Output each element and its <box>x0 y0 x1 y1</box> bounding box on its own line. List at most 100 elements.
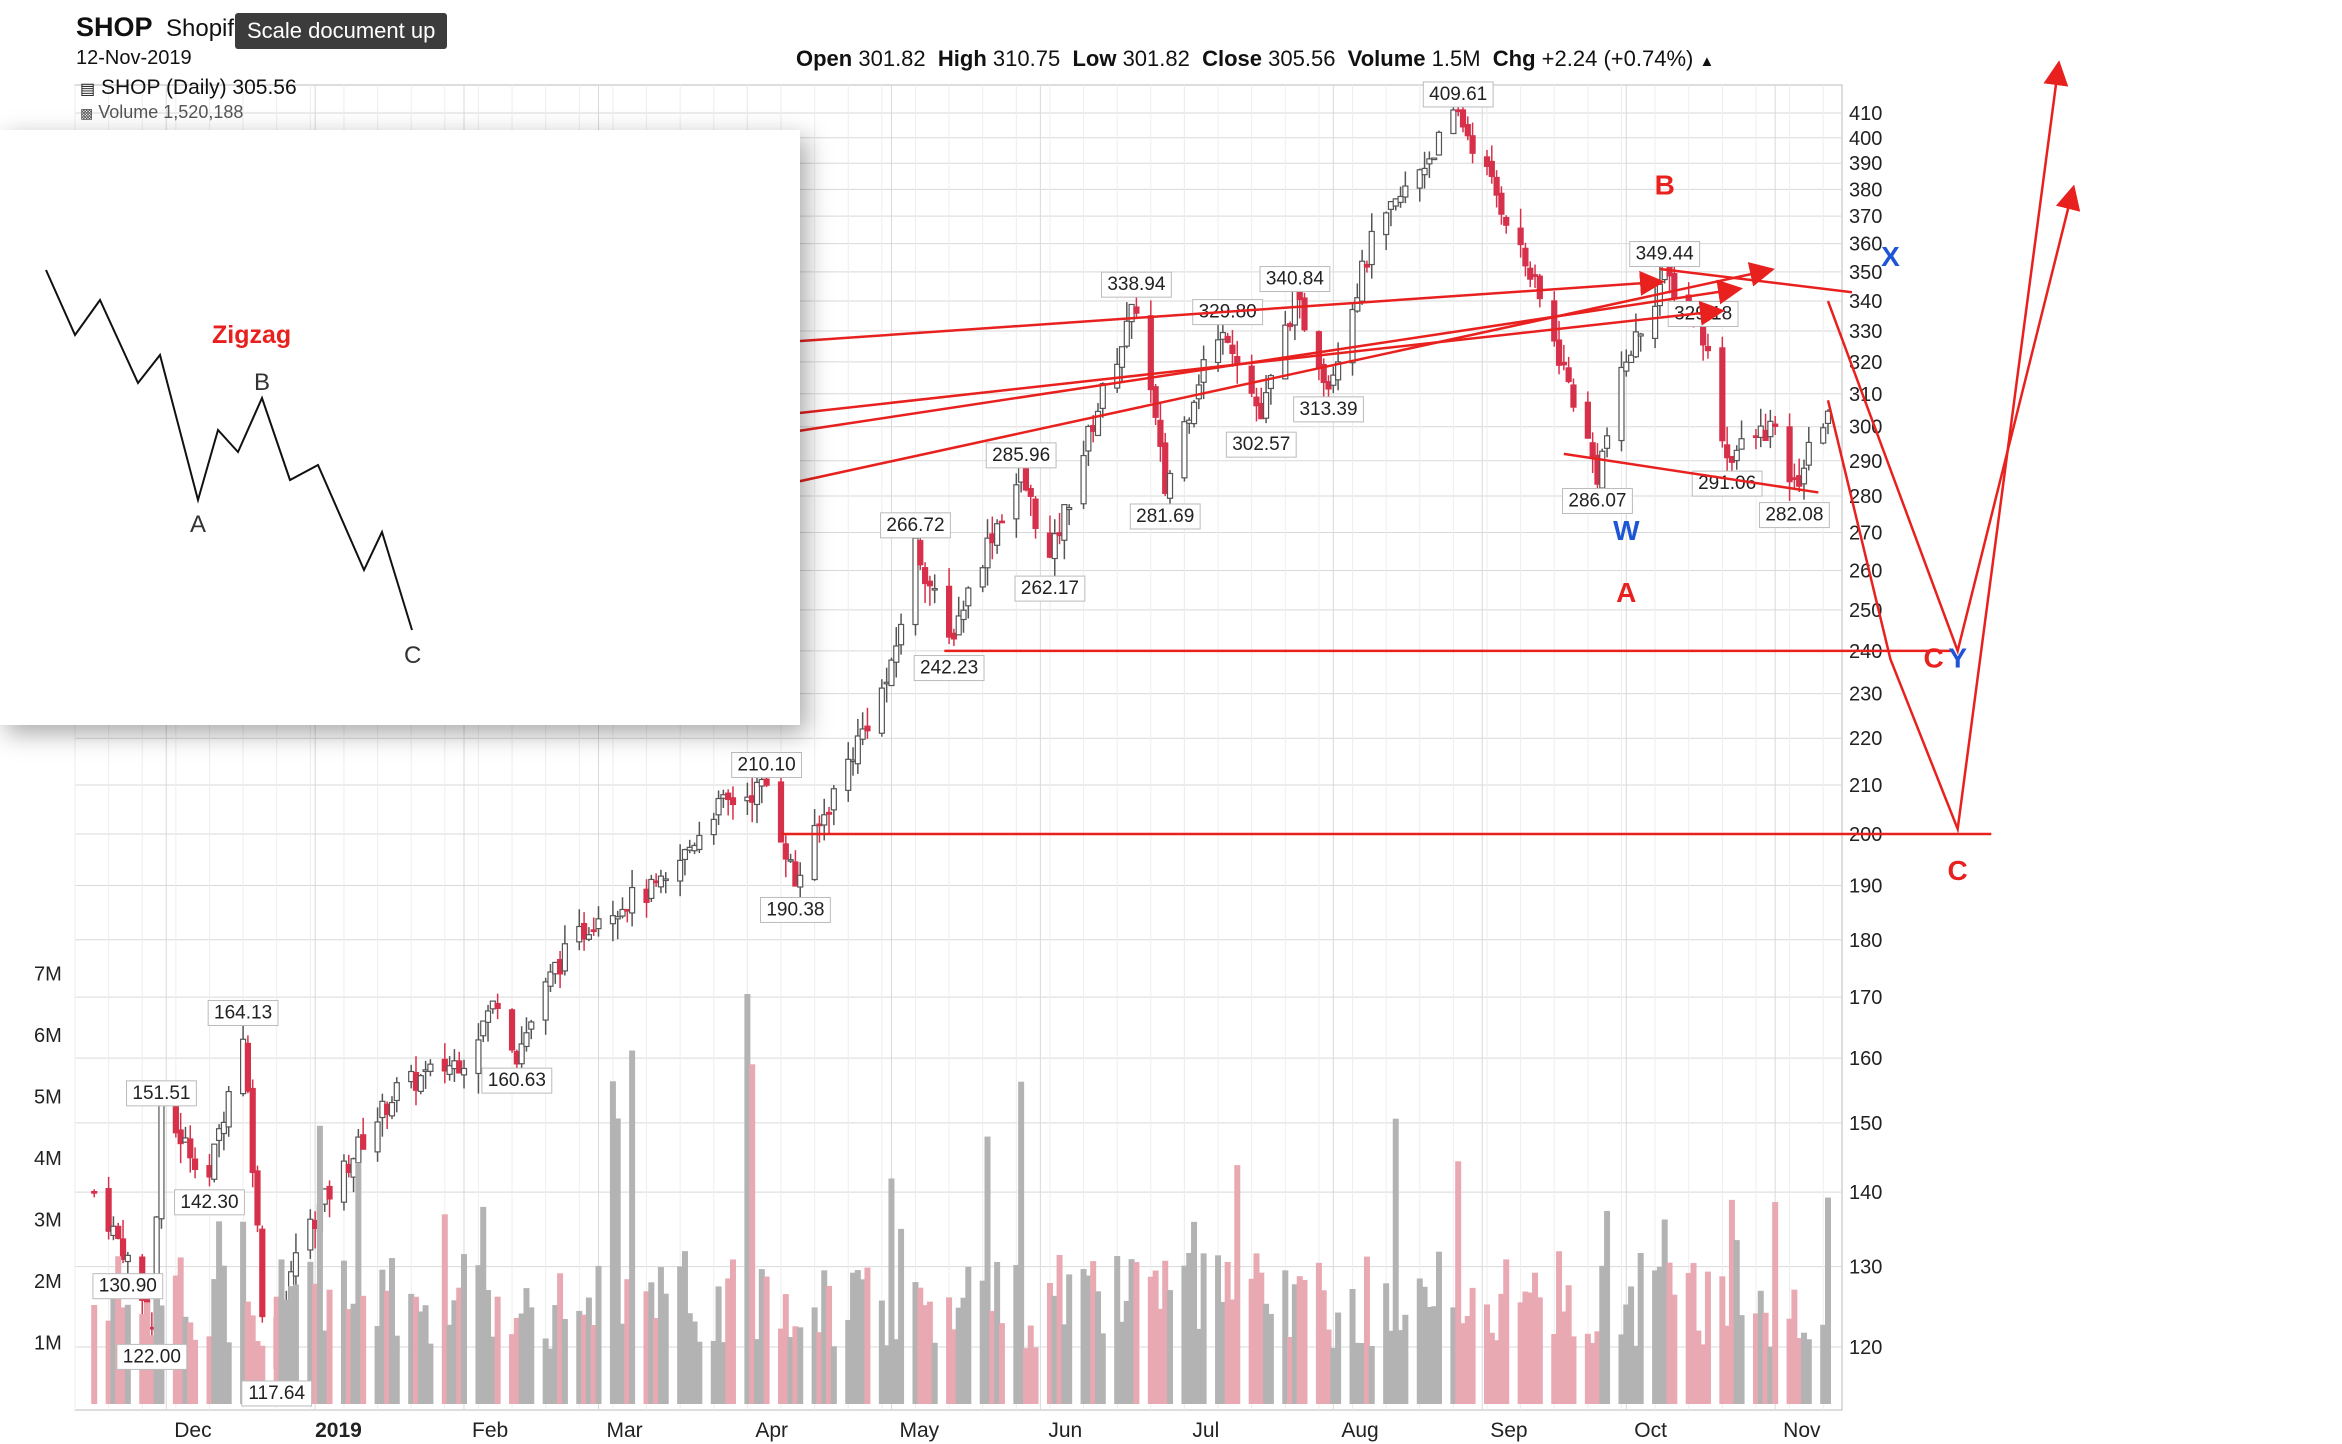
price-tick-label: 190 <box>1849 875 1882 897</box>
price-extreme-label: 282.08 <box>1765 505 1823 526</box>
date-tick-label: 2019 <box>315 1419 362 1442</box>
volume-bar <box>1498 1293 1505 1404</box>
volume-bar <box>1363 1256 1370 1404</box>
volume-bar <box>576 1310 583 1404</box>
close-value: 305.56 <box>1268 46 1336 71</box>
volume-bar <box>1397 1330 1404 1404</box>
price-extreme-label-box <box>126 1080 197 1107</box>
candle-body <box>1599 450 1606 489</box>
date-tick-label: Apr <box>755 1419 788 1442</box>
open-value: 301.82 <box>858 46 926 71</box>
volume-bar <box>1570 1336 1577 1404</box>
candle-body <box>1517 227 1524 246</box>
volume-bar <box>792 1326 799 1404</box>
date-tick-label: Oct <box>1634 1419 1667 1442</box>
date-tick-label: May <box>899 1419 939 1442</box>
candle-body <box>960 609 967 621</box>
volume-bar <box>1738 1315 1745 1404</box>
volume-bar <box>1786 1318 1793 1404</box>
candle-body <box>1671 272 1678 299</box>
candle-body <box>1565 367 1572 383</box>
volume-bar <box>422 1305 429 1404</box>
volume-bar <box>211 1279 218 1404</box>
change-label: Chg <box>1492 46 1536 71</box>
date-tick-label: Jul <box>1192 1419 1219 1442</box>
candle-body <box>729 797 737 806</box>
candle-body <box>1627 354 1635 364</box>
volume-bar <box>451 1300 458 1404</box>
volume-bar <box>1282 1270 1289 1404</box>
candle-body <box>945 585 953 638</box>
volume-bar <box>1022 1348 1029 1404</box>
candle-body <box>1632 331 1639 358</box>
candle-body <box>177 1129 184 1145</box>
volume-bar <box>1224 1261 1231 1404</box>
volume-bar <box>1604 1210 1611 1404</box>
candle-body <box>244 1042 251 1092</box>
volume-bar <box>441 1214 448 1404</box>
volume-bar <box>523 1288 530 1404</box>
price-extreme-label-box <box>1129 503 1201 530</box>
volume-bar <box>1195 1328 1202 1404</box>
candle-body <box>1488 160 1495 177</box>
zigzag-label-a: A <box>190 511 206 538</box>
volume-tick-label: 3M <box>34 1210 62 1232</box>
volume-bar <box>1157 1308 1164 1404</box>
volume-bar <box>753 1339 760 1404</box>
volume-bar <box>1493 1340 1500 1404</box>
candle-body <box>1123 320 1130 347</box>
volume-bar <box>1133 1262 1140 1404</box>
candle-body <box>211 1143 218 1180</box>
volume-bar <box>244 1301 251 1404</box>
candle-body <box>609 915 617 925</box>
volume-bar <box>1728 1199 1735 1404</box>
candle-body <box>1214 339 1222 364</box>
candle-body <box>518 1043 525 1065</box>
candle-body <box>456 1060 463 1074</box>
price-extreme-label: 285.96 <box>992 445 1050 466</box>
price-tick-label: 330 <box>1849 321 1882 343</box>
candle-body <box>926 580 933 587</box>
volume-bar <box>1685 1272 1692 1404</box>
candle-body <box>508 1009 516 1051</box>
volume-bar <box>1162 1260 1169 1404</box>
collapse-arrow-icon[interactable]: ▲ <box>1699 53 1715 70</box>
volume-bar <box>1128 1259 1135 1404</box>
volume-bar <box>950 1329 957 1404</box>
volume-bar <box>845 1319 852 1404</box>
change-value: +2.24 (+0.74%) <box>1541 46 1694 71</box>
volume-bar <box>946 1297 953 1404</box>
candle-body <box>1181 421 1188 479</box>
candle-body <box>1584 401 1591 439</box>
volume-bar <box>1320 1290 1327 1404</box>
volume-bar <box>696 1341 703 1404</box>
price-extreme-label: 409.61 <box>1429 84 1487 105</box>
candle-body <box>1738 438 1745 450</box>
candle-body <box>830 788 837 811</box>
candle-body <box>984 537 991 569</box>
candle-body <box>484 1010 492 1023</box>
date-tick-label: Jun <box>1048 1419 1082 1442</box>
candle-body <box>446 1065 453 1075</box>
volume-bar <box>926 1301 933 1404</box>
candle-body <box>1027 487 1034 497</box>
volume-bar <box>480 1206 487 1404</box>
volume-bar <box>931 1342 938 1404</box>
price-tick-label: 350 <box>1849 262 1882 284</box>
volume-tick-label: 7M <box>34 964 62 986</box>
candle-body <box>1229 344 1236 355</box>
volume-bar <box>1416 1278 1423 1404</box>
candle-body <box>888 659 895 687</box>
candle-body <box>215 1128 223 1142</box>
candle-body <box>1570 384 1577 408</box>
candle-body <box>1527 267 1534 280</box>
candle-body <box>91 1190 98 1194</box>
volume-bar <box>826 1285 833 1404</box>
volume-bar <box>912 1282 919 1404</box>
volume-bar <box>509 1334 516 1404</box>
price-extreme-label: 242.23 <box>920 658 978 679</box>
volume-bar <box>624 1279 631 1404</box>
high-value: 310.75 <box>992 46 1061 71</box>
volume-bar <box>1354 1342 1361 1404</box>
candle-body <box>1623 361 1630 372</box>
